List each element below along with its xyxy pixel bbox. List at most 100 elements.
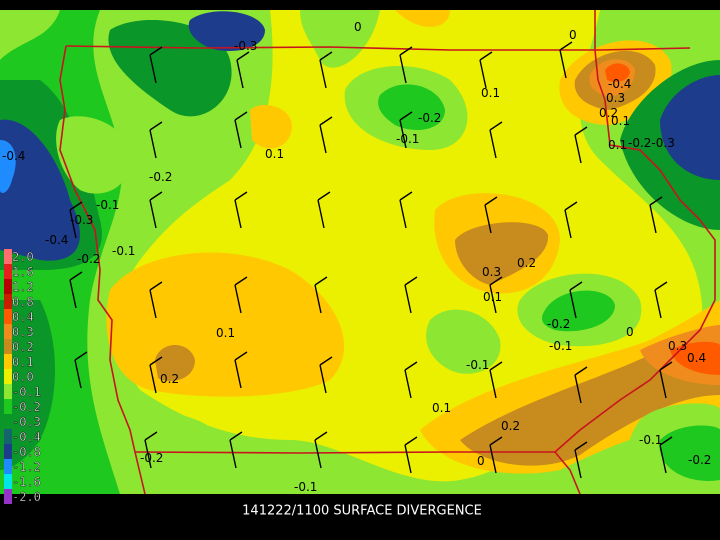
contour-label: -0.2 (140, 451, 163, 465)
contour-label: 0 (626, 325, 634, 339)
wind-barb (559, 41, 573, 79)
wind-barb (229, 431, 243, 469)
colorbar-swatch (4, 444, 12, 459)
contour-label: -0.2 (688, 453, 711, 467)
contour-label: 0.1 (216, 326, 235, 340)
colorbar-label: 0.0 (12, 370, 34, 384)
contour-label: 0.3 (606, 91, 625, 105)
wind-barb (74, 351, 88, 389)
colorbar-swatch (4, 354, 12, 369)
colorbar-swatch (4, 279, 12, 294)
wind-barb (314, 276, 328, 314)
contour-label: 0.4 (687, 351, 706, 365)
colorbar-swatch (4, 309, 12, 324)
contour-label: -0.4 (45, 233, 68, 247)
colorbar-swatch (4, 369, 12, 384)
contour-label: -0.2 (149, 170, 172, 184)
wind-barb (234, 191, 248, 229)
wind-barb (149, 281, 163, 319)
contour-label: 0.1 (432, 401, 451, 415)
wind-barb (659, 436, 673, 474)
colorbar-swatch (4, 324, 12, 339)
colorbar-label: 0.4 (12, 310, 34, 324)
colorbar-swatch (4, 339, 12, 354)
wind-barb (489, 121, 503, 159)
contour-label: -0.2-0.3 (628, 136, 675, 150)
contour-label: -0.1 (96, 198, 119, 212)
contour-label: -0.4 (2, 149, 25, 163)
colorbar-swatch (4, 414, 12, 429)
contour-label: -0.1 (112, 244, 135, 258)
wind-barb (399, 46, 413, 84)
wind-barb (489, 436, 503, 474)
colorbar-label: 1.2 (12, 280, 34, 294)
contour-label: 0 (569, 28, 577, 42)
contour-label: -0.1 (466, 358, 489, 372)
colorbar: 2.01.61.20.80.40.30.20.10.0-0.1-0.2-0.3-… (4, 249, 41, 504)
colorbar-swatch (4, 399, 12, 414)
contour-label: 0.2 (517, 256, 536, 270)
wind-barb (404, 276, 418, 314)
wind-barb (404, 436, 418, 474)
wind-barb (654, 281, 668, 319)
wind-barb (149, 191, 163, 229)
state-borders (59, 10, 716, 495)
wind-barb (404, 361, 418, 399)
contour-label: -0.1 (639, 433, 662, 447)
contour-label: 0.2 (501, 419, 520, 433)
wind-barb (319, 356, 333, 394)
wind-barb (317, 191, 331, 229)
wind-barb (314, 431, 328, 469)
wind-barb (319, 51, 333, 89)
colorbar-swatch (4, 489, 12, 504)
wind-barb (319, 116, 333, 154)
colorbar-label: 1.6 (12, 265, 34, 279)
wind-barb (236, 51, 250, 89)
wind-barb (564, 201, 578, 239)
contour-label: -0.2 (77, 252, 100, 266)
colorbar-label: 2.0 (12, 250, 34, 264)
contour-label: 0.3 (668, 339, 687, 353)
colorbar-swatch (4, 384, 12, 399)
wind-barb (144, 431, 158, 469)
contour-label: 0.3 (482, 265, 501, 279)
colorbar-label: -0.8 (12, 445, 41, 459)
wind-barb (574, 126, 588, 164)
wind-barb (234, 111, 248, 149)
wind-barb (149, 121, 163, 159)
colorbar-label: -0.2 (12, 400, 41, 414)
map-title: 141222/1100 SURFACE DIVERGENCE (242, 504, 482, 519)
contour-label: 0 (354, 20, 362, 34)
contour-label: -0.2 (418, 111, 441, 125)
contour-label: -0.1 (549, 339, 572, 353)
wind-barb (574, 441, 588, 479)
wind-barb (569, 281, 583, 319)
colorbar-swatch (4, 264, 12, 279)
contour-label: 0.2 (160, 372, 179, 386)
divergence-field (0, 10, 720, 494)
wind-barbs (69, 41, 673, 479)
colorbar-swatch (4, 474, 12, 489)
contour-label: -0.1 (396, 132, 419, 146)
contour-labels: -0.3000.1-0.40.30.20.1-0.2-0.30.1-0.2-0.… (2, 20, 711, 494)
contour-label: 0 (477, 454, 485, 468)
colorbar-label: -0.3 (12, 415, 41, 429)
wind-barb (574, 366, 588, 404)
wind-barb (69, 271, 83, 309)
wind-barb (399, 111, 413, 149)
contour-label: 0.1 (481, 86, 500, 100)
colorbar-label: -1.6 (12, 475, 41, 489)
wind-barb (149, 356, 163, 394)
wind-barb (484, 196, 498, 234)
wind-barb (69, 201, 83, 239)
colorbar-swatch (4, 459, 12, 474)
contour-label: -0.3 (234, 39, 257, 53)
wind-barb (649, 196, 663, 234)
colorbar-swatch (4, 429, 12, 444)
wind-barb (399, 191, 413, 229)
colorbar-label: -2.0 (12, 490, 41, 504)
wind-barb (489, 276, 503, 314)
colorbar-label: 0.2 (12, 340, 34, 354)
colorbar-swatch (4, 249, 12, 264)
